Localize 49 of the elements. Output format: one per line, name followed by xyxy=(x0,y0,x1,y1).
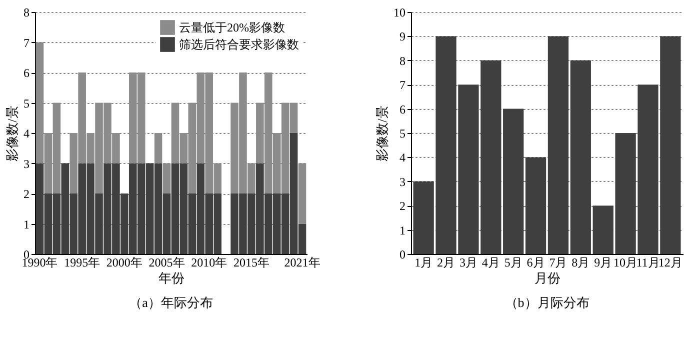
y-tick-label: 6 xyxy=(24,66,30,80)
x-tick-label: 1月 xyxy=(414,256,433,270)
x-axis-title: 年份 xyxy=(158,270,184,286)
bar xyxy=(570,60,591,254)
x-tick-label: 2月 xyxy=(437,256,456,270)
y-tick-label: 4 xyxy=(24,126,30,140)
x-tick-label: 1995年 xyxy=(64,256,100,270)
x-tick-label: 9月 xyxy=(594,256,612,270)
x-tick-label: 8月 xyxy=(572,256,590,270)
y-tick-label: 0 xyxy=(400,248,406,262)
bar xyxy=(525,157,546,254)
text: （a）年际分布 xyxy=(129,295,213,310)
y-tick-label: 8 xyxy=(400,54,406,68)
x-tick-label: 7月 xyxy=(549,256,568,270)
bar xyxy=(503,108,524,254)
x-tick-label: 2005年 xyxy=(148,256,185,270)
y-tick-label: 8 xyxy=(24,6,30,20)
y-tick-label: 5 xyxy=(24,96,30,110)
x-tick-label: 2021年 xyxy=(284,256,320,270)
y-tick-label: 6 xyxy=(400,102,406,116)
y-tick-label: 5 xyxy=(400,126,406,140)
x-tick-label: 12月 xyxy=(658,256,682,270)
y-tick-label: 7 xyxy=(400,78,406,92)
y-tick-label: 2 xyxy=(400,199,406,214)
x-tick-label: 3月 xyxy=(459,256,478,270)
y-tick-label: 1 xyxy=(24,217,30,232)
x-tick-label: 2015年 xyxy=(233,256,270,270)
x-axis-title: 月份 xyxy=(534,270,560,286)
x-tick-label: 6月 xyxy=(526,256,545,270)
y-tick-label: 10 xyxy=(394,6,406,20)
y-axis-title: 影像数/景 xyxy=(4,106,20,162)
legend-label: 云量低于20%影像数 xyxy=(179,20,285,34)
bar xyxy=(548,36,569,254)
x-tick-label: 10月 xyxy=(614,256,638,270)
y-tick-label: 2 xyxy=(24,187,30,201)
x-tick-label: 5月 xyxy=(504,256,522,270)
text: （b）月际分布 xyxy=(504,295,590,310)
x-tick-label: 11月 xyxy=(636,256,660,270)
legend-label: 筛选后符合要求影像数 xyxy=(179,38,299,52)
y-tick-label: 9 xyxy=(400,30,406,44)
x-tick-label: 2010年 xyxy=(191,256,228,270)
y-tick-label: 3 xyxy=(24,156,30,171)
y-tick-label: 1 xyxy=(400,223,406,238)
y-axis-title: 影像数/景 xyxy=(374,106,390,162)
y-tick-label: 3 xyxy=(400,174,406,189)
y-tick-label: 7 xyxy=(24,36,30,50)
x-tick-label: 4月 xyxy=(482,256,500,270)
x-tick-label: 2000年 xyxy=(106,256,142,270)
y-tick-label: 4 xyxy=(400,150,406,165)
